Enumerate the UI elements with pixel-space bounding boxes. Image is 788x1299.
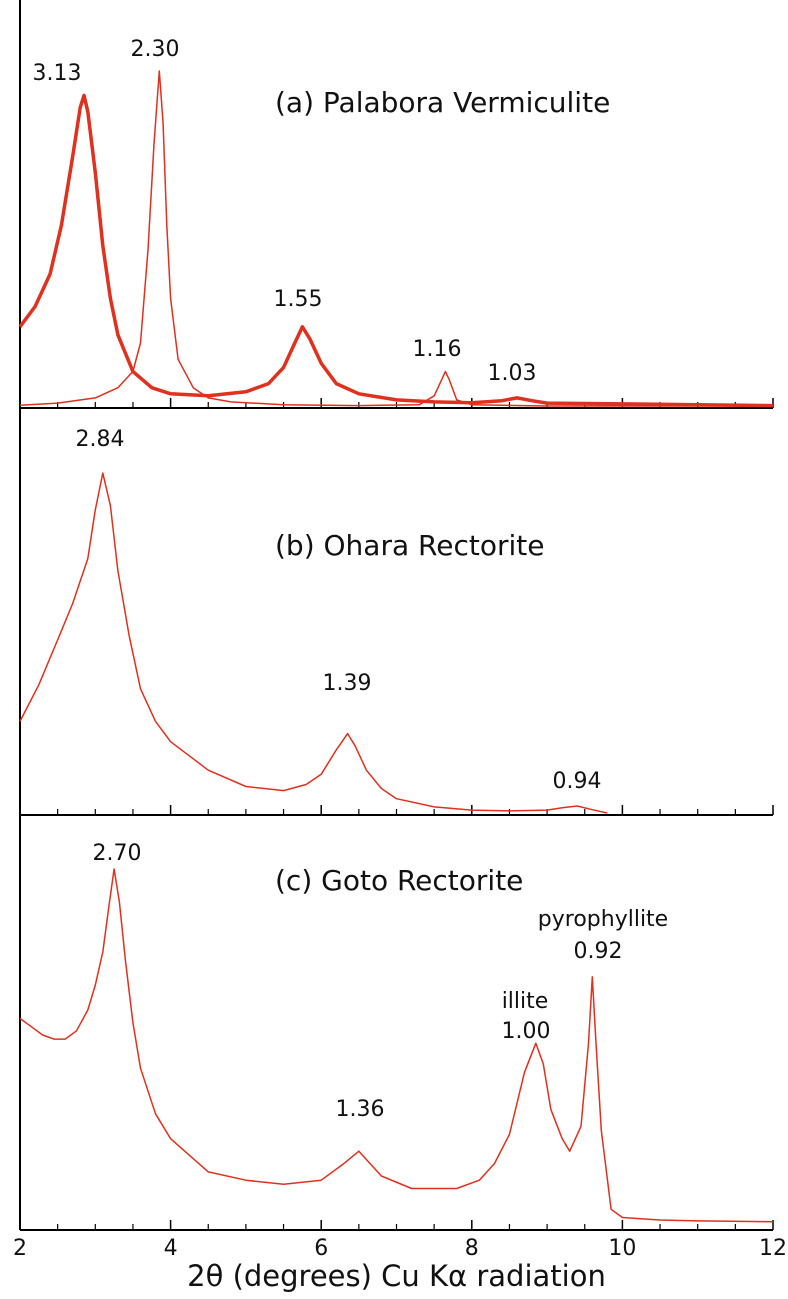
peak-label: 1.36	[336, 1097, 385, 1122]
panel-title: (c) Goto Rectorite	[275, 864, 523, 897]
peak-label: 3.13	[33, 61, 82, 86]
peak-label: 2.70	[93, 841, 142, 866]
peak-label: pyrophyllite	[538, 907, 668, 932]
x-tick-label: 10	[608, 1236, 636, 1261]
x-tick-label: 12	[759, 1236, 787, 1261]
peak-label: 2.84	[76, 427, 125, 452]
peak-label: 1.00	[502, 1019, 551, 1044]
peak-label: illite	[502, 989, 549, 1014]
x-axis-title: 2θ (degrees) Cu Kα radiation	[187, 1259, 606, 1293]
peak-label: 2.30	[131, 37, 180, 62]
x-tick-label: 4	[164, 1236, 178, 1261]
spectrum-line	[19, 868, 774, 1223]
x-tick-label: 8	[465, 1236, 479, 1261]
panel-title: (a) Palabora Vermiculite	[275, 86, 610, 119]
peak-label: 1.03	[488, 361, 537, 386]
peak-label: 0.92	[574, 939, 623, 964]
panel-title: (b) Ohara Rectorite	[275, 529, 544, 562]
spectrum-line	[18, 93, 774, 408]
x-tick-label: 2	[13, 1236, 27, 1261]
peak-label: 1.39	[323, 671, 372, 696]
x-tick-label: 6	[314, 1236, 328, 1261]
peak-label: 1.16	[413, 337, 462, 362]
spectrum-line	[19, 472, 608, 814]
spectrum-line	[19, 70, 773, 407]
peak-label: 0.94	[553, 769, 602, 794]
peak-label: 1.55	[274, 287, 323, 312]
